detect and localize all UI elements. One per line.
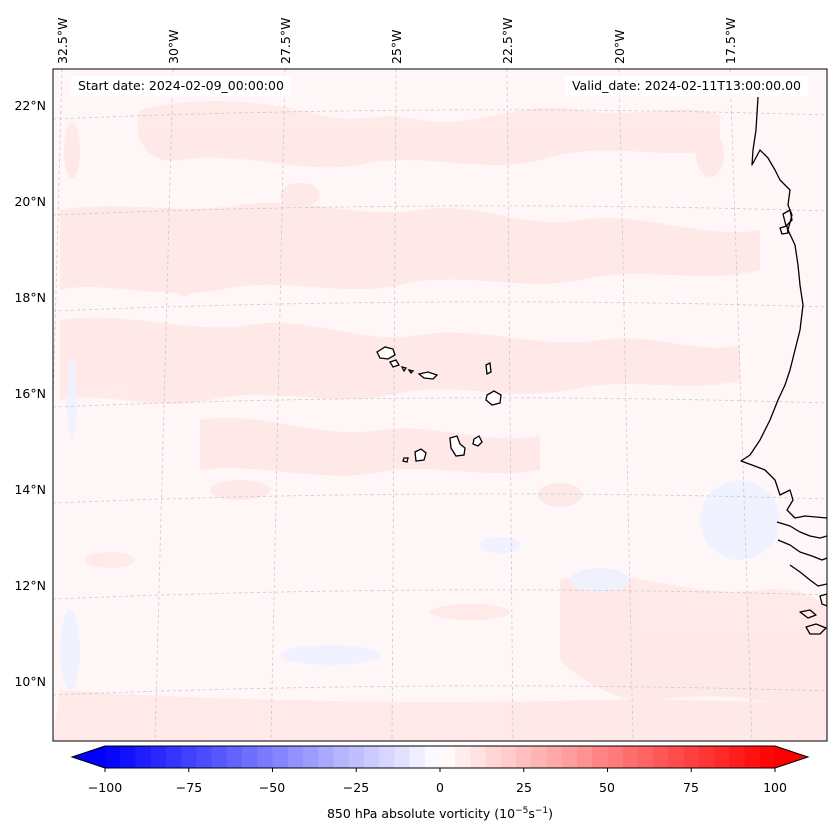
map-frame <box>52 68 828 742</box>
colorbar-segment <box>150 746 167 768</box>
colorbar-segment <box>196 746 213 768</box>
colorbar-tick-label: 100 <box>763 780 787 795</box>
lon-label-27-5w: 27.5°W <box>278 17 293 64</box>
colorbar-tick-label: −100 <box>87 780 123 795</box>
lat-label-20n: 20°N <box>14 194 46 209</box>
lat-label-18n: 18°N <box>14 290 46 305</box>
colorbar-label-exp1: −5 <box>515 806 529 816</box>
colorbar-segment <box>363 746 380 768</box>
colorbar-segment <box>485 746 502 768</box>
colorbar-segment <box>516 746 532 768</box>
colorbar-segment <box>714 746 730 768</box>
colorbar-segment <box>637 746 654 768</box>
colorbar-segment <box>653 746 670 768</box>
colorbar-tick-label: −50 <box>258 780 286 795</box>
colorbar-segment <box>759 746 776 768</box>
valid-date-label: Valid_date: 2024-02-11T13:00:00.00 <box>564 76 808 96</box>
colorbar-extend-max <box>775 746 808 768</box>
lon-label-30w: 30°W <box>166 29 181 64</box>
colorbar-segment <box>379 746 395 768</box>
colorbar-segment <box>440 746 456 768</box>
colorbar-segment <box>409 746 426 768</box>
colorbar-segment <box>546 746 563 768</box>
colorbar-tick-marks <box>104 768 776 772</box>
vorticity-field <box>53 69 827 741</box>
colorbar-segment <box>668 746 685 768</box>
lat-label-12n: 12°N <box>14 578 46 593</box>
colorbar-tick-label: −25 <box>342 780 370 795</box>
colorbar-segment <box>302 746 319 768</box>
lon-label-20w: 20°W <box>612 29 627 64</box>
colorbar-segment <box>531 746 548 768</box>
cape-verde-islands <box>376 346 502 463</box>
colorbar-label: 850 hPa absolute vorticity (10−5s−1) <box>200 806 680 821</box>
lon-label-22-5w: 22.5°W <box>500 17 515 64</box>
colorbar-tick-label: −75 <box>175 780 203 795</box>
colorbar-segment <box>120 746 137 768</box>
colorbar-segment <box>592 746 609 768</box>
colorbar-segment <box>500 746 517 768</box>
colorbar-segment <box>272 746 289 768</box>
colorbar-segment <box>561 746 578 768</box>
colorbar-segment <box>333 746 350 768</box>
lat-label-10n: 10°N <box>14 674 46 689</box>
colorbar-segment <box>744 746 761 768</box>
colorbar-segment <box>577 746 593 768</box>
colorbar-segment <box>226 746 243 768</box>
lon-label-17-5w: 17.5°W <box>723 17 738 64</box>
colorbar-label-mid: s <box>528 806 535 822</box>
colorbar-segments <box>105 746 776 768</box>
colorbar-segment <box>348 746 365 768</box>
colorbar-tick-label: 50 <box>599 780 615 795</box>
colorbar-segment <box>698 746 715 768</box>
lat-label-16n: 16°N <box>14 386 46 401</box>
lat-label-14n: 14°N <box>14 482 46 497</box>
colorbar-label-suffix: ) <box>548 806 553 822</box>
colorbar-tick-label: 75 <box>683 780 699 795</box>
colorbar-extend-min <box>72 746 105 768</box>
colorbar-segment <box>318 746 335 768</box>
coastline <box>740 96 827 635</box>
colorbar-label-prefix: 850 hPa absolute vorticity (10 <box>326 806 516 822</box>
colorbar-label-exp2: −1 <box>534 806 549 816</box>
lon-label-25w: 25°W <box>389 29 404 64</box>
colorbar-segment <box>607 746 624 768</box>
colorbar-segment <box>257 746 274 768</box>
colorbar <box>70 745 810 772</box>
colorbar-segment <box>135 746 152 768</box>
colorbar-segment <box>181 746 197 768</box>
lat-label-22n: 22°N <box>14 98 46 113</box>
colorbar-tick-label: 25 <box>516 780 532 795</box>
colorbar-segment <box>622 746 639 768</box>
colorbar-segment <box>105 746 121 768</box>
colorbar-segment <box>211 746 228 768</box>
colorbar-segment <box>242 746 258 768</box>
start-date-label: Start date: 2024-02-09_00:00:00 <box>71 76 291 96</box>
colorbar-tick-label: 0 <box>436 780 444 795</box>
colorbar-segment <box>424 746 441 768</box>
gridlines <box>53 69 827 741</box>
colorbar-segment <box>165 746 182 768</box>
colorbar-segment <box>470 746 487 768</box>
colorbar-segment <box>729 746 746 768</box>
colorbar-segment <box>683 746 700 768</box>
colorbar-segment <box>287 746 304 768</box>
lon-label-32-5w: 32.5°W <box>55 17 70 64</box>
colorbar-segment <box>455 746 472 768</box>
colorbar-segment <box>394 746 411 768</box>
